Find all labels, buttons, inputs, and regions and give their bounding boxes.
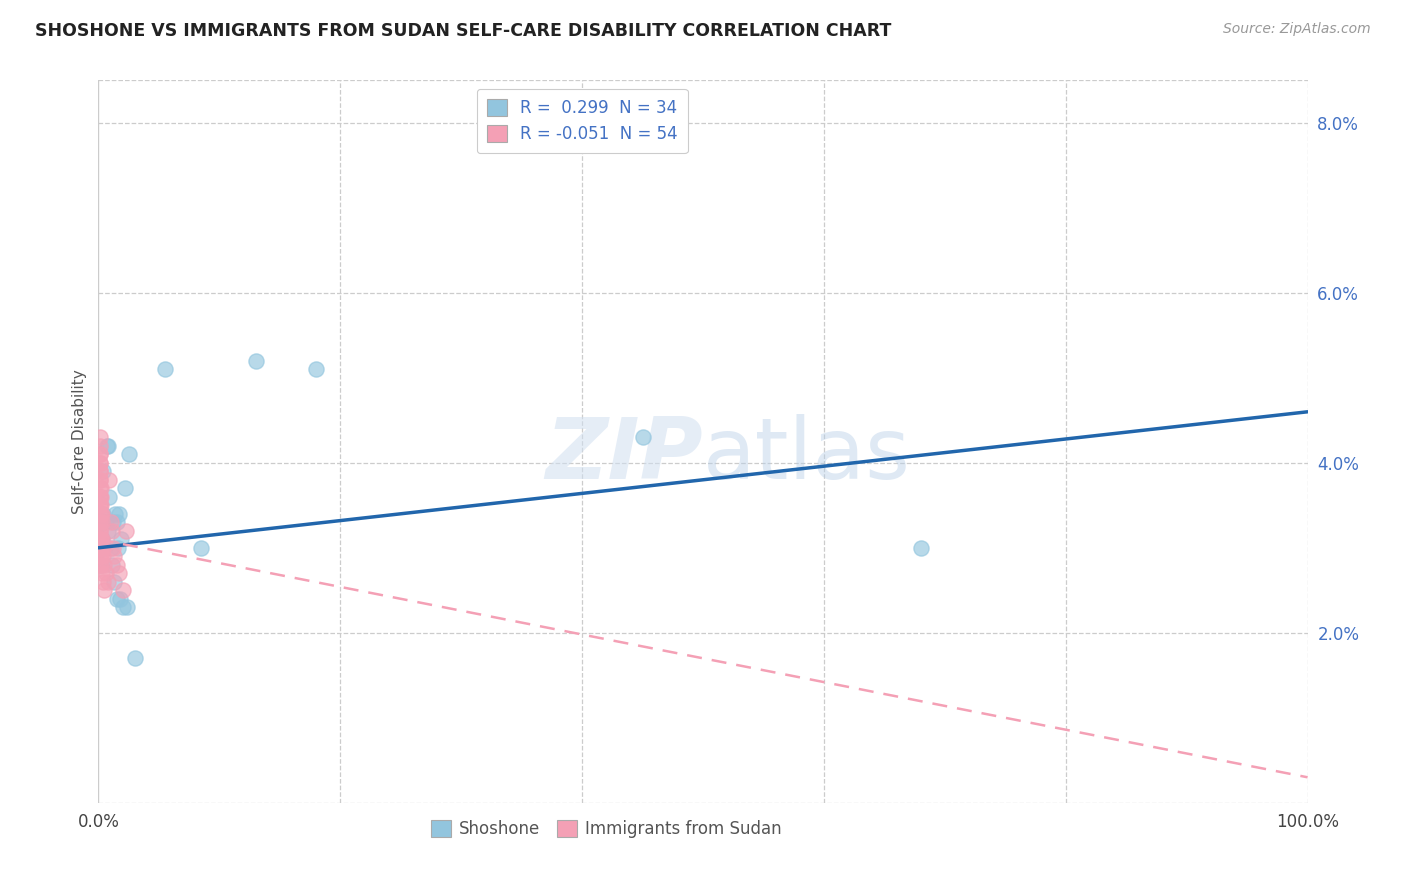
Point xyxy=(110,533,132,547)
Point xyxy=(631,430,654,444)
Point xyxy=(97,524,120,538)
Point xyxy=(111,600,134,615)
Point xyxy=(117,600,139,615)
Point xyxy=(90,558,112,572)
Point xyxy=(90,498,112,512)
Point xyxy=(89,516,111,530)
Point xyxy=(89,507,111,521)
Point xyxy=(89,498,111,512)
Point xyxy=(100,524,122,538)
Point xyxy=(89,541,111,555)
Point xyxy=(90,549,112,564)
Point xyxy=(94,566,117,581)
Point xyxy=(91,464,114,478)
Point xyxy=(108,507,131,521)
Point xyxy=(91,507,114,521)
Text: SHOSHONE VS IMMIGRANTS FROM SUDAN SELF-CARE DISABILITY CORRELATION CHART: SHOSHONE VS IMMIGRANTS FROM SUDAN SELF-C… xyxy=(35,22,891,40)
Point xyxy=(93,558,115,572)
Point xyxy=(90,541,112,555)
Point xyxy=(111,583,134,598)
Point xyxy=(89,541,111,555)
Point xyxy=(153,362,176,376)
Point xyxy=(91,566,114,581)
Point xyxy=(90,558,112,572)
Point xyxy=(910,541,932,555)
Point xyxy=(115,524,138,538)
Point xyxy=(305,362,328,376)
Text: atlas: atlas xyxy=(703,415,911,498)
Point xyxy=(98,473,121,487)
Point xyxy=(245,353,267,368)
Point xyxy=(90,516,112,530)
Point xyxy=(100,541,122,555)
Point xyxy=(103,574,125,589)
Point xyxy=(103,549,125,564)
Point xyxy=(89,456,111,470)
Point xyxy=(89,558,111,572)
Point xyxy=(91,516,114,530)
Point xyxy=(105,516,128,530)
Point xyxy=(91,533,114,547)
Point xyxy=(100,558,122,572)
Point xyxy=(97,574,120,589)
Point xyxy=(89,464,111,478)
Point xyxy=(190,541,212,555)
Point xyxy=(89,481,111,495)
Point xyxy=(91,549,114,564)
Point xyxy=(90,533,112,547)
Point xyxy=(91,541,114,555)
Point xyxy=(97,439,120,453)
Point xyxy=(90,481,112,495)
Point xyxy=(114,481,136,495)
Point xyxy=(107,541,129,555)
Point xyxy=(89,541,111,555)
Point xyxy=(89,549,111,564)
Point xyxy=(96,439,118,453)
Point xyxy=(118,447,141,461)
Point xyxy=(108,591,131,606)
Point xyxy=(100,516,122,530)
Y-axis label: Self-Care Disability: Self-Care Disability xyxy=(72,369,87,514)
Point xyxy=(89,490,111,504)
Point xyxy=(101,516,124,530)
Point xyxy=(89,439,111,453)
Point xyxy=(91,533,114,547)
Point xyxy=(91,507,114,521)
Point xyxy=(89,447,111,461)
Point xyxy=(89,456,111,470)
Text: Source: ZipAtlas.com: Source: ZipAtlas.com xyxy=(1223,22,1371,37)
Legend: Shoshone, Immigrants from Sudan: Shoshone, Immigrants from Sudan xyxy=(425,814,789,845)
Point xyxy=(104,507,127,521)
Point xyxy=(90,490,112,504)
Point xyxy=(101,541,124,555)
Point xyxy=(90,507,112,521)
Point xyxy=(93,541,115,555)
Point xyxy=(93,583,115,598)
Point xyxy=(105,591,128,606)
Point xyxy=(89,524,111,538)
Text: ZIP: ZIP xyxy=(546,415,703,498)
Point xyxy=(89,533,111,547)
Point xyxy=(89,430,111,444)
Point xyxy=(98,490,121,504)
Point xyxy=(89,447,111,461)
Point xyxy=(89,473,111,487)
Point xyxy=(89,464,111,478)
Point xyxy=(108,566,131,581)
Point xyxy=(89,490,111,504)
Point xyxy=(89,533,111,547)
Point xyxy=(89,516,111,530)
Point xyxy=(91,574,114,589)
Point xyxy=(89,498,111,512)
Point xyxy=(89,524,111,538)
Point xyxy=(89,473,111,487)
Point xyxy=(124,651,146,665)
Point xyxy=(94,516,117,530)
Point xyxy=(105,558,128,572)
